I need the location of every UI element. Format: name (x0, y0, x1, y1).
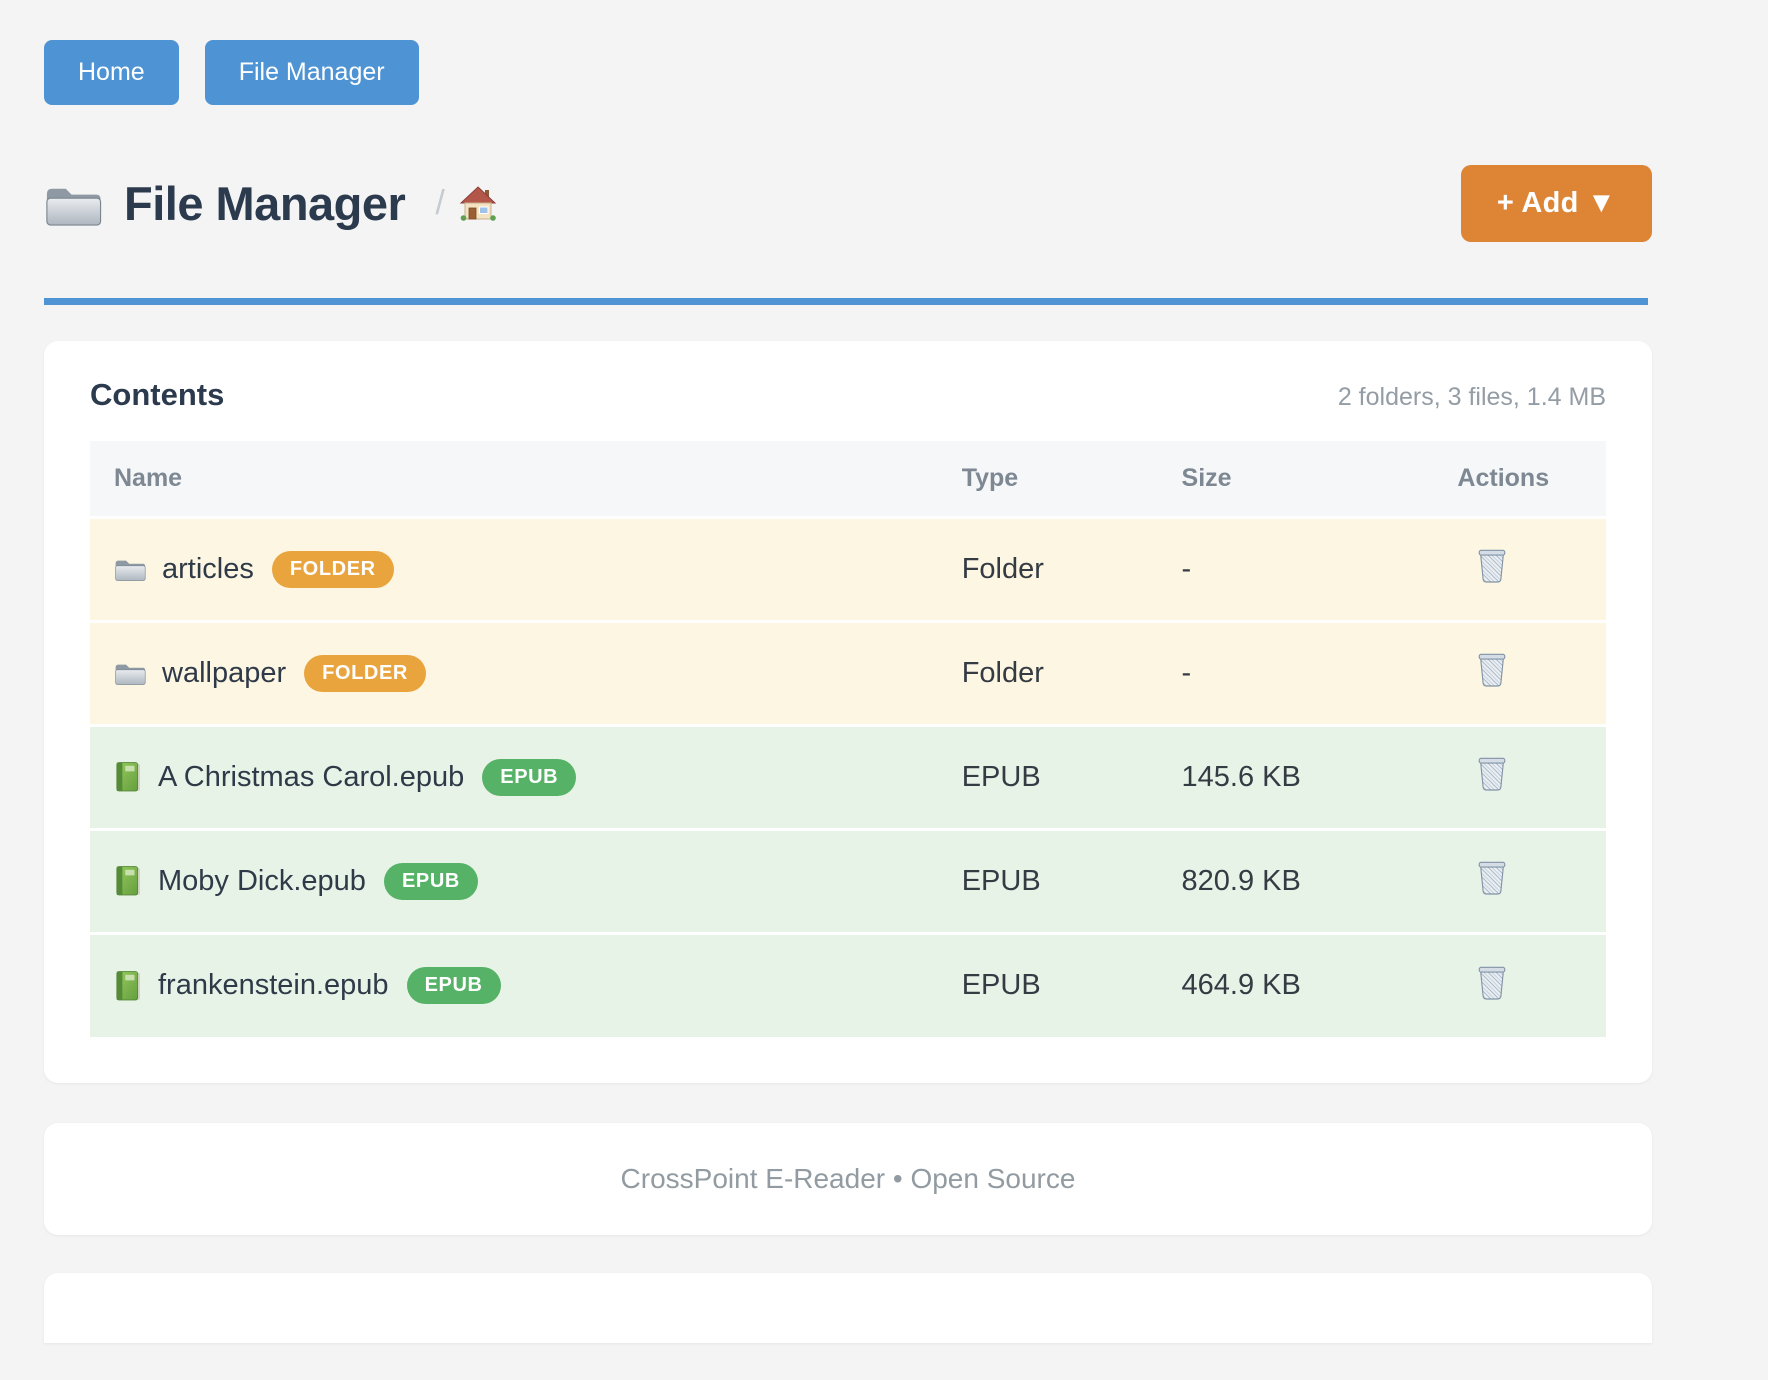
delete-button[interactable] (1475, 546, 1509, 584)
trash-icon (1475, 963, 1509, 1001)
file-name[interactable]: Moby Dick.epub (158, 864, 366, 897)
file-size: 820.9 KB (1181, 864, 1301, 897)
contents-summary: 2 folders, 3 files, 1.4 MB (1337, 383, 1606, 411)
file-type: Folder (961, 552, 1044, 585)
top-nav: Home File Manager (44, 0, 1652, 105)
green-book-icon (114, 761, 142, 793)
contents-title: Contents (90, 377, 225, 412)
table-row[interactable]: A Christmas Carol.epub EPUB EPUB 145.6 K… (90, 725, 1606, 829)
house-icon[interactable] (459, 185, 497, 222)
table-row[interactable]: Moby Dick.epub EPUB EPUB 820.9 KB (90, 829, 1606, 933)
file-name[interactable]: frankenstein.epub (158, 969, 389, 1002)
type-badge: EPUB (383, 862, 478, 900)
footer-text: CrossPoint E-Reader • Open Source (620, 1163, 1076, 1194)
folder-icon (44, 179, 102, 229)
file-type: EPUB (961, 760, 1041, 793)
delete-button[interactable] (1475, 963, 1509, 1001)
table-row[interactable]: frankenstein.epub EPUB EPUB 464.9 KB (90, 933, 1606, 1037)
page: Home File Manager File Manager / + Add ▼… (44, 0, 1652, 1343)
folder-icon (114, 555, 146, 583)
bottom-partial-card (44, 1273, 1652, 1343)
contents-table-body: articles FOLDER Folder - wallpaper FOLDE… (90, 517, 1606, 1037)
table-row[interactable]: articles FOLDER Folder - (90, 517, 1606, 621)
table-row[interactable]: wallpaper FOLDER Folder - (90, 621, 1606, 725)
file-manager-button[interactable]: File Manager (204, 40, 419, 105)
folder-icon (114, 659, 146, 687)
delete-button[interactable] (1475, 650, 1509, 688)
contents-card-header: Contents 2 folders, 3 files, 1.4 MB (90, 377, 1606, 413)
file-type: EPUB (961, 864, 1041, 897)
contents-table: Name Type Size Actions articles FOLDER F… (90, 441, 1606, 1037)
file-name[interactable]: wallpaper (162, 656, 287, 689)
page-title: File Manager (124, 177, 406, 230)
type-badge: FOLDER (271, 550, 394, 588)
type-badge: EPUB (406, 967, 501, 1005)
home-button[interactable]: Home (44, 40, 179, 105)
file-size: 145.6 KB (1181, 760, 1301, 793)
column-header-type: Type (961, 463, 1019, 492)
contents-card: Contents 2 folders, 3 files, 1.4 MB Name… (44, 341, 1652, 1083)
delete-button[interactable] (1475, 754, 1509, 792)
footer-card: CrossPoint E-Reader • Open Source (44, 1123, 1652, 1235)
page-header: File Manager / + Add ▼ (44, 165, 1652, 242)
column-header-actions: Actions (1457, 463, 1550, 492)
file-size: - (1181, 656, 1192, 689)
file-type: EPUB (961, 969, 1041, 1002)
type-badge: FOLDER (304, 654, 426, 692)
trash-icon (1475, 546, 1509, 584)
header-divider (44, 298, 1648, 305)
file-size: 464.9 KB (1181, 969, 1301, 1002)
trash-icon (1475, 754, 1509, 792)
file-name[interactable]: articles (162, 552, 254, 585)
file-size: - (1181, 552, 1192, 585)
column-header-size: Size (1181, 463, 1232, 492)
table-header: Name Type Size Actions (90, 441, 1606, 517)
green-book-icon (114, 865, 142, 897)
breadcrumb-separator: / (435, 184, 445, 222)
title-group: File Manager / (44, 176, 497, 231)
trash-icon (1475, 650, 1509, 688)
file-type: Folder (961, 656, 1044, 689)
add-button[interactable]: + Add ▼ (1460, 165, 1652, 242)
type-badge: EPUB (482, 758, 577, 796)
delete-button[interactable] (1475, 858, 1509, 896)
trash-icon (1475, 858, 1509, 896)
green-book-icon (114, 970, 142, 1002)
column-header-name: Name (114, 463, 183, 492)
file-name[interactable]: A Christmas Carol.epub (158, 760, 465, 793)
